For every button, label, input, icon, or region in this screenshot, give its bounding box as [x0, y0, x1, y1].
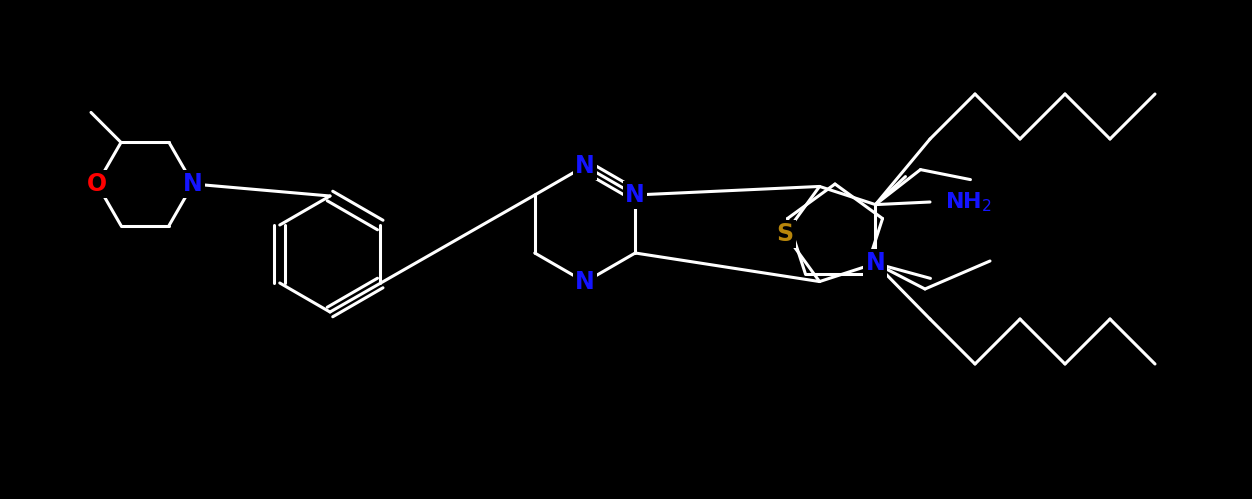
Text: N: N	[865, 251, 885, 275]
Text: NH$_2$: NH$_2$	[945, 190, 992, 214]
Text: N: N	[575, 270, 595, 294]
Text: O: O	[86, 172, 108, 196]
Text: N: N	[183, 172, 203, 196]
Text: N: N	[575, 154, 595, 178]
Text: S: S	[776, 222, 794, 246]
Text: N: N	[625, 183, 645, 207]
